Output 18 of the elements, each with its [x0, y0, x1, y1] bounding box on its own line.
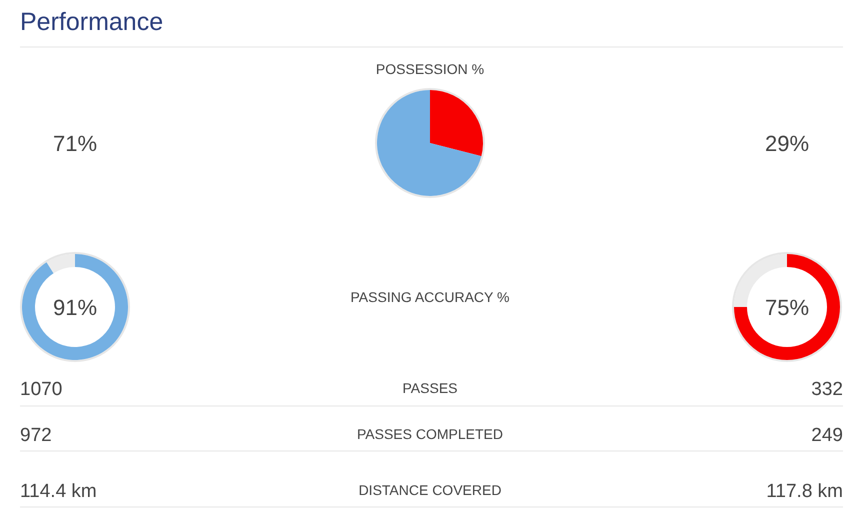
- text: 114.4 km: [20, 481, 97, 502]
- text: 332: [811, 379, 843, 400]
- text: 29%: [764, 131, 810, 156]
- text: DISTANCE COVERED: [358, 482, 502, 498]
- text: 117.8 km: [766, 481, 843, 502]
- pie-slice: [430, 90, 483, 156]
- text: PASSES COMPLETED: [356, 426, 504, 442]
- text: 1070: [20, 379, 62, 400]
- text: 972: [20, 425, 52, 446]
- data-label: 75%: [764, 295, 810, 320]
- text: PASSES: [402, 380, 458, 396]
- text: PASSING ACCURACY %: [350, 289, 510, 305]
- data-label: 91%: [52, 295, 98, 320]
- pie-slice: [377, 90, 482, 196]
- text: Performance: [20, 8, 164, 36]
- text: 71%: [52, 131, 98, 156]
- chart-title: POSSESSION %: [376, 61, 484, 77]
- text: 249: [811, 425, 843, 446]
